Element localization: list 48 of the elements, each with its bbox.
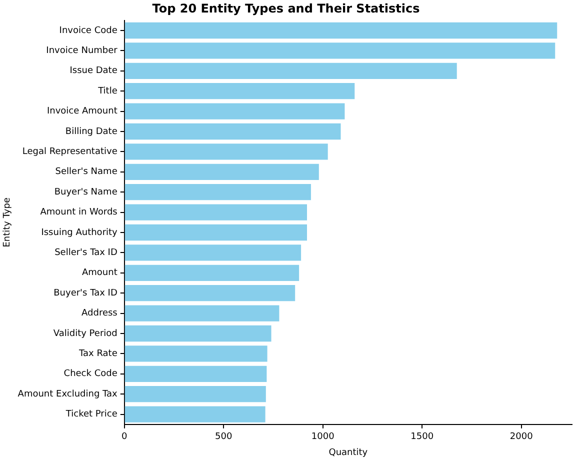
y-tick-label: Invoice Number <box>46 46 118 56</box>
y-tick-label: Amount <box>82 268 118 278</box>
bar <box>124 83 355 100</box>
y-tick-label: Buyer's Name <box>54 187 118 198</box>
bar <box>124 144 328 160</box>
y-tick-label: Validity Period <box>53 328 118 339</box>
y-tick-label: Issuing Authority <box>41 228 118 238</box>
bar <box>124 204 307 220</box>
y-tick-label: Seller's Tax ID <box>54 248 118 258</box>
y-tick-label: Buyer's Tax ID <box>54 288 118 298</box>
bar <box>124 325 272 342</box>
x-tick-label: 1500 <box>410 432 434 442</box>
bar <box>124 264 300 281</box>
bar <box>124 224 307 241</box>
y-tick-label: Billing Date <box>65 126 118 137</box>
y-tick-label: Invoice Amount <box>46 106 118 117</box>
bar <box>124 42 556 59</box>
bar <box>124 184 311 200</box>
bar <box>124 366 267 382</box>
bar <box>124 346 268 362</box>
x-axis-title: Quantity <box>328 448 368 458</box>
bar <box>124 123 341 140</box>
y-tick-label: Seller's Name <box>55 167 118 178</box>
bar <box>124 285 296 302</box>
y-tick-label: Amount Excluding Tax <box>18 389 118 400</box>
y-tick-label: Amount in Words <box>40 208 118 218</box>
x-tick-label: 0 <box>122 432 128 442</box>
y-tick-label: Address <box>82 308 118 319</box>
bar <box>124 164 319 180</box>
y-tick-label: Tax Rate <box>78 349 118 360</box>
bar <box>124 406 266 422</box>
bar <box>124 386 266 402</box>
y-axis-title: Entity Type <box>2 197 13 248</box>
y-tick-label: Title <box>97 86 118 96</box>
y-tick-label: Invoice Code <box>59 26 118 36</box>
y-tick-label: Check Code <box>64 369 118 380</box>
chart-title: Top 20 Entity Types and Their Statistics <box>152 1 420 16</box>
x-tick-label: 1000 <box>311 432 335 442</box>
y-tick-label: Ticket Price <box>64 410 118 420</box>
x-tick-label: 500 <box>215 432 232 442</box>
y-tick-label: Issue Date <box>70 66 118 76</box>
y-tick-label: Legal Representative <box>22 147 118 158</box>
bar <box>124 244 302 261</box>
bar <box>124 305 280 322</box>
bar <box>124 62 457 79</box>
x-tick-label: 2000 <box>510 432 534 442</box>
bar <box>124 22 558 39</box>
bar <box>124 103 345 120</box>
